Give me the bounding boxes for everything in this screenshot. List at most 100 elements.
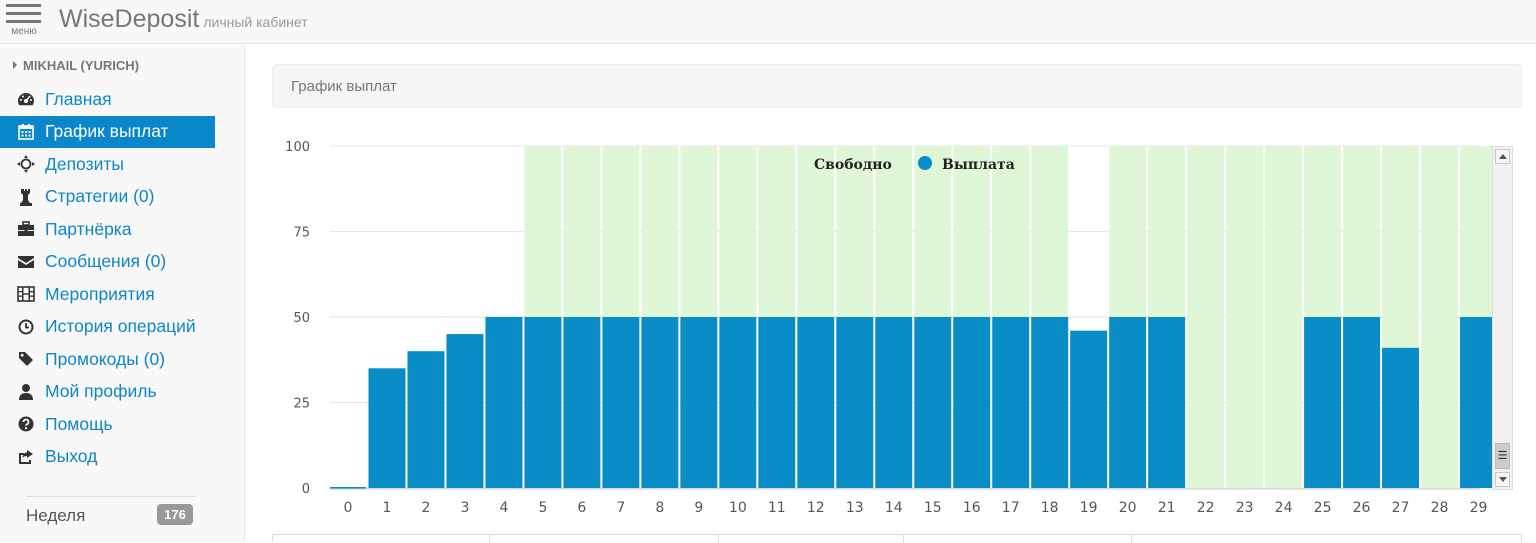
week-counter: Неделя 176 — [0, 500, 245, 530]
sidebar-item-user[interactable]: Мой профиль — [0, 376, 245, 409]
bar-payout — [368, 368, 406, 488]
caret-right-icon — [13, 61, 17, 69]
x-tick-label: 29 — [1470, 500, 1488, 516]
bar-payout — [563, 317, 601, 488]
sidebar-item-clock[interactable]: История операций — [0, 311, 245, 344]
bar-free — [1031, 146, 1069, 317]
bar-payout — [680, 317, 718, 488]
scroll-down-button[interactable] — [1495, 472, 1510, 487]
bar-free — [836, 146, 874, 317]
bar-payout — [1382, 347, 1420, 488]
bar-free — [875, 146, 913, 317]
bar-free — [563, 146, 601, 317]
bar-payout — [1304, 317, 1342, 488]
scroll-thumb[interactable]: ☰ — [1495, 443, 1510, 469]
sidebar-item-calendar[interactable]: График выплат — [0, 115, 215, 148]
sidebar-item-envelope[interactable]: Сообщения (0) — [0, 246, 245, 279]
bar-payout — [1460, 317, 1492, 488]
x-tick-label: 25 — [1314, 500, 1332, 516]
bar-payout — [758, 317, 796, 488]
sidebar-item-label: Стратегии (0) — [45, 186, 155, 207]
bar-free — [680, 146, 718, 317]
bar-free — [1187, 146, 1225, 488]
sidebar-item-label: График выплат — [45, 121, 169, 142]
film-icon — [16, 285, 35, 303]
y-tick-label: 75 — [293, 226, 310, 241]
bar-payout — [602, 317, 640, 488]
x-tick-label: 13 — [846, 500, 864, 516]
sidebar-divider — [26, 496, 196, 497]
user-name: MIKHAIL (YURICH) — [23, 58, 140, 73]
x-tick-label: 14 — [885, 500, 903, 516]
x-tick-label: 1 — [383, 500, 392, 516]
top-navbar: меню WiseDeposit личный кабинет — [0, 0, 1536, 44]
brand[interactable]: WiseDeposit личный кабинет — [59, 5, 308, 34]
y-tick-label: 0 — [302, 482, 310, 497]
sidebar-item-label: Выход — [45, 446, 98, 467]
bar-free — [1382, 146, 1420, 348]
bar-payout — [797, 317, 835, 488]
sidebar: MIKHAIL (YURICH) Главная График выплат Деп… — [0, 45, 245, 542]
legend-label-payout: Выплата — [942, 157, 1015, 173]
sidebar-item-label: Помощь — [45, 413, 113, 434]
question-icon — [16, 415, 35, 433]
scroll-up-button[interactable] — [1495, 149, 1510, 164]
sidebar-nav: Главная График выплат Депозиты Стратегии (0… — [0, 83, 245, 473]
bar-payout — [875, 317, 913, 488]
x-tick-label: 2 — [422, 500, 431, 516]
sidebar-item-film[interactable]: Мероприятия — [0, 278, 245, 311]
x-tick-label: 20 — [1119, 500, 1137, 516]
user-icon — [16, 383, 35, 401]
bar-free — [1109, 146, 1147, 317]
bar-payout — [1343, 317, 1381, 488]
bar-payout — [524, 317, 562, 488]
menu-toggle-button[interactable]: меню — [5, 4, 43, 40]
x-tick-label: 16 — [963, 500, 981, 516]
bar-payout — [1109, 317, 1147, 488]
hamburger-icon — [6, 4, 41, 7]
brand-subtitle: личный кабинет — [203, 14, 308, 30]
legend-label-free: Свободно — [814, 157, 892, 173]
table-column-divider — [1131, 535, 1132, 543]
x-tick-label: 8 — [655, 500, 664, 516]
sidebar-item-share[interactable]: Выход — [0, 441, 245, 474]
bar-free — [1148, 146, 1186, 317]
sidebar-item-label: Промокоды (0) — [45, 348, 166, 369]
sidebar-item-briefcase[interactable]: Партнёрка — [0, 213, 245, 246]
sidebar-item-chess[interactable]: Стратегии (0) — [0, 181, 245, 214]
y-tick-label: 100 — [285, 140, 310, 155]
bottom-table-header — [272, 534, 1522, 543]
bar-free — [524, 146, 562, 317]
x-tick-label: 27 — [1392, 500, 1410, 516]
x-tick-label: 23 — [1236, 500, 1254, 516]
bar-free — [1304, 146, 1342, 317]
calendar-icon — [16, 123, 35, 141]
bar-free — [641, 146, 679, 317]
x-tick-label: 4 — [499, 500, 508, 516]
table-column-divider — [718, 535, 719, 543]
sidebar-item-label: Мой профиль — [45, 381, 157, 402]
arrow-down-icon — [1498, 477, 1507, 482]
bar-payout — [914, 317, 952, 488]
sidebar-item-question[interactable]: Помощь — [0, 408, 245, 441]
bar-payout — [992, 317, 1030, 488]
x-tick-label: 24 — [1275, 500, 1293, 516]
sidebar-item-tag[interactable]: Промокоды (0) — [0, 343, 245, 376]
bar-free — [758, 146, 796, 317]
grip-icon: ☰ — [1497, 449, 1508, 462]
chart-scrollbar[interactable]: ☰ — [1492, 146, 1513, 490]
hamburger-icon-line — [6, 20, 41, 23]
menu-caption: меню — [11, 26, 37, 37]
x-tick-label: 3 — [460, 500, 469, 516]
x-tick-label: 18 — [1041, 500, 1059, 516]
sidebar-item-dashboard[interactable]: Главная — [0, 83, 245, 116]
y-tick-label: 50 — [293, 311, 310, 326]
chess-icon — [16, 188, 35, 206]
user-menu-toggle[interactable]: MIKHAIL (YURICH) — [13, 58, 139, 73]
sidebar-item-crosshairs[interactable]: Депозиты — [0, 148, 245, 181]
bar-payout — [1148, 317, 1186, 488]
legend-marker-payout — [918, 156, 932, 170]
bar-free — [914, 146, 952, 317]
x-tick-label: 19 — [1080, 500, 1098, 516]
dashboard-icon — [16, 90, 35, 108]
